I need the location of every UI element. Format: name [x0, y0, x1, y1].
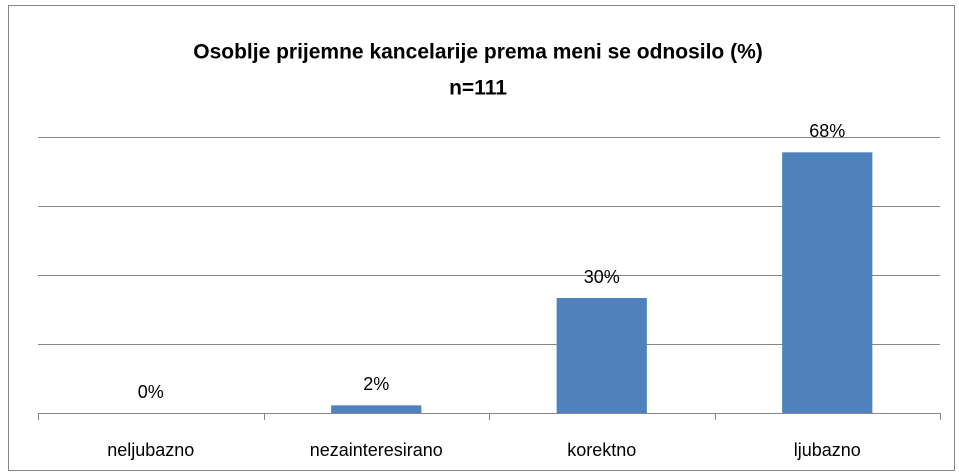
- bar: [331, 405, 422, 413]
- data-label: 30%: [584, 267, 620, 287]
- chart-subtitle: n=111: [449, 77, 507, 100]
- bar: [782, 152, 873, 414]
- data-label: 2%: [363, 374, 389, 394]
- data-label: 0%: [138, 382, 164, 402]
- x-tick-label: nezainteresirano: [310, 440, 443, 460]
- x-tick-label: korektno: [567, 440, 636, 460]
- data-label: 68%: [809, 121, 845, 141]
- x-tick-label: ljubazno: [794, 440, 861, 460]
- chart-title: Osoblje prijemne kancelarije prema meni …: [193, 41, 763, 64]
- x-tick-label: neljubazno: [107, 440, 194, 460]
- bar: [556, 298, 647, 413]
